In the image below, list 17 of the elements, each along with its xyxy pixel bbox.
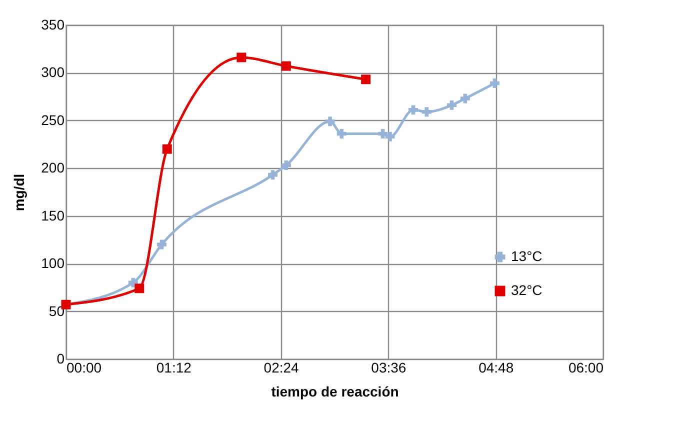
x-tick-label: 06:00 [568, 360, 604, 376]
legend-label: 32°C [511, 282, 542, 298]
y-tick-label: 350 [41, 16, 65, 32]
y-tick-label: 150 [41, 207, 65, 224]
x-tick-label: 01:12 [156, 360, 192, 376]
x-tick-label: 00:00 [66, 360, 102, 376]
x-axis-title: tiempo de reacción [271, 384, 399, 400]
x-tick-label: 03:36 [371, 360, 406, 376]
y-tick-label: 0 [56, 350, 65, 366]
y-tick-label: 250 [41, 112, 65, 128]
y-axis-title: mg/dl [11, 174, 28, 212]
y-tick-label: 200 [41, 160, 65, 176]
y-tick-label: 100 [41, 255, 65, 272]
y-tick-label: 300 [41, 64, 65, 80]
x-tick-label: 02:24 [264, 360, 300, 376]
legend-label: 13°C [511, 248, 542, 264]
x-tick-label: 04:48 [478, 360, 514, 376]
